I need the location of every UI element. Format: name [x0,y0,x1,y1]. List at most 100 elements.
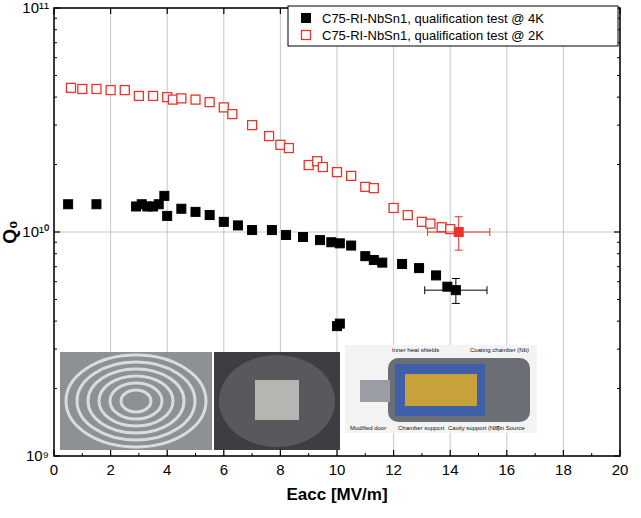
annotation: Coating chamber (Nb) [470,347,529,353]
minor-tick [54,164,57,165]
minor-tick [54,266,57,267]
error-cap [455,216,463,217]
plot-frame [54,8,620,456]
point [304,161,313,170]
point [267,226,276,235]
minor-tick [54,42,57,43]
grid [54,8,620,456]
point [120,86,129,95]
point [228,110,237,119]
point [154,200,163,209]
annotation: Cavity support (Nb) [448,425,500,431]
legend-box [288,6,618,46]
minor-tick [54,18,57,19]
tick [53,8,54,14]
point [265,132,274,141]
point [403,211,412,220]
x-tick-label: 6 [220,461,228,478]
inset-photo [60,352,212,450]
point [369,255,378,264]
minor-tick [54,321,57,322]
point [432,271,441,280]
tick [54,7,60,8]
inset: Inner heat shieldsCoating chamber (Nb)Mo… [60,345,537,450]
point [177,204,186,213]
minor-tick [617,266,620,267]
inset-photo-ring [110,383,162,419]
point [276,140,285,149]
point [163,211,172,220]
tick [619,450,620,456]
point [248,226,257,235]
error-cap [452,278,460,279]
inset-photo-ring [66,355,206,447]
minor-tick [617,242,620,243]
point [318,163,327,172]
minor-tick [54,281,57,282]
point [284,144,293,153]
tick [167,8,168,14]
y-tick-label: 10¹¹ [22,0,49,16]
minor-tick [252,453,253,456]
point [417,217,426,226]
point [205,211,214,220]
legend-marker [302,31,311,40]
point [347,171,356,180]
point [437,223,446,232]
grid-line [54,232,620,233]
minor-tick [617,164,620,165]
tick [280,8,281,14]
point [299,232,308,241]
tick [614,231,620,232]
x-tick-label: 2 [106,461,114,478]
y-tick-label: 10¹⁰ [22,223,49,240]
point [361,182,370,191]
tick [280,450,281,456]
y-axis-title: Q₀ [0,220,20,243]
inset-photo-ring [121,390,151,412]
minor-tick [54,29,57,30]
x-tick-label: 10 [329,461,346,478]
minor-tick [617,57,620,58]
marks [64,83,490,330]
legend-label: C75-RI-NbSn1, qualification test @ 2K [322,28,544,43]
point [219,217,228,226]
minor-tick [591,453,592,456]
point [149,91,158,100]
error-cap [452,303,460,304]
error-cap [427,228,428,236]
point [168,95,177,104]
x-tick-label: 12 [385,461,402,478]
tick [223,450,224,456]
point [426,219,435,228]
point [451,286,460,295]
minor-tick [54,75,57,76]
minor-tick [421,453,422,456]
tick [53,450,54,456]
chart: Inner heat shieldsCoating chamber (Nb)Mo… [0,0,641,518]
point [64,200,73,209]
tick [110,8,111,14]
x-axis-title: Eacc [MV/m] [286,485,387,504]
point [282,230,291,239]
annotation: Chamber support [398,425,445,431]
point [92,200,101,209]
point [335,319,344,328]
point [415,264,424,273]
tick [614,455,620,456]
x-tick-label: 18 [555,461,572,478]
minor-tick [138,453,139,456]
legend-marker [302,14,311,23]
tick [563,450,564,456]
minor-tick [617,281,620,282]
error-cap [486,286,487,294]
point [369,184,378,193]
inset-photo-detail [219,355,335,447]
inset-diagram-chamber [395,364,485,416]
point [333,168,342,177]
point [398,259,407,268]
error-cap [489,228,490,236]
inset-diagram-body [388,358,530,422]
inset-photo-ring [99,376,173,426]
point [327,238,336,247]
